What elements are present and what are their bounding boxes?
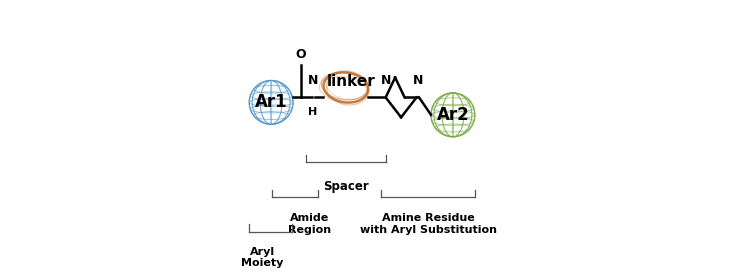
Text: N: N — [413, 75, 423, 88]
Text: Spacer: Spacer — [323, 180, 368, 193]
Text: Amide
Region: Amide Region — [288, 213, 331, 235]
Text: linker: linker — [327, 74, 375, 89]
Text: N: N — [308, 75, 319, 88]
Text: N: N — [380, 75, 391, 88]
Text: Amine Residue
with Aryl Substitution: Amine Residue with Aryl Substitution — [360, 213, 496, 235]
Text: Ar2: Ar2 — [437, 106, 469, 124]
Text: Ar1: Ar1 — [255, 93, 288, 112]
Text: H: H — [308, 107, 317, 118]
Text: Aryl
Moiety: Aryl Moiety — [241, 247, 283, 268]
Text: O: O — [296, 48, 306, 61]
